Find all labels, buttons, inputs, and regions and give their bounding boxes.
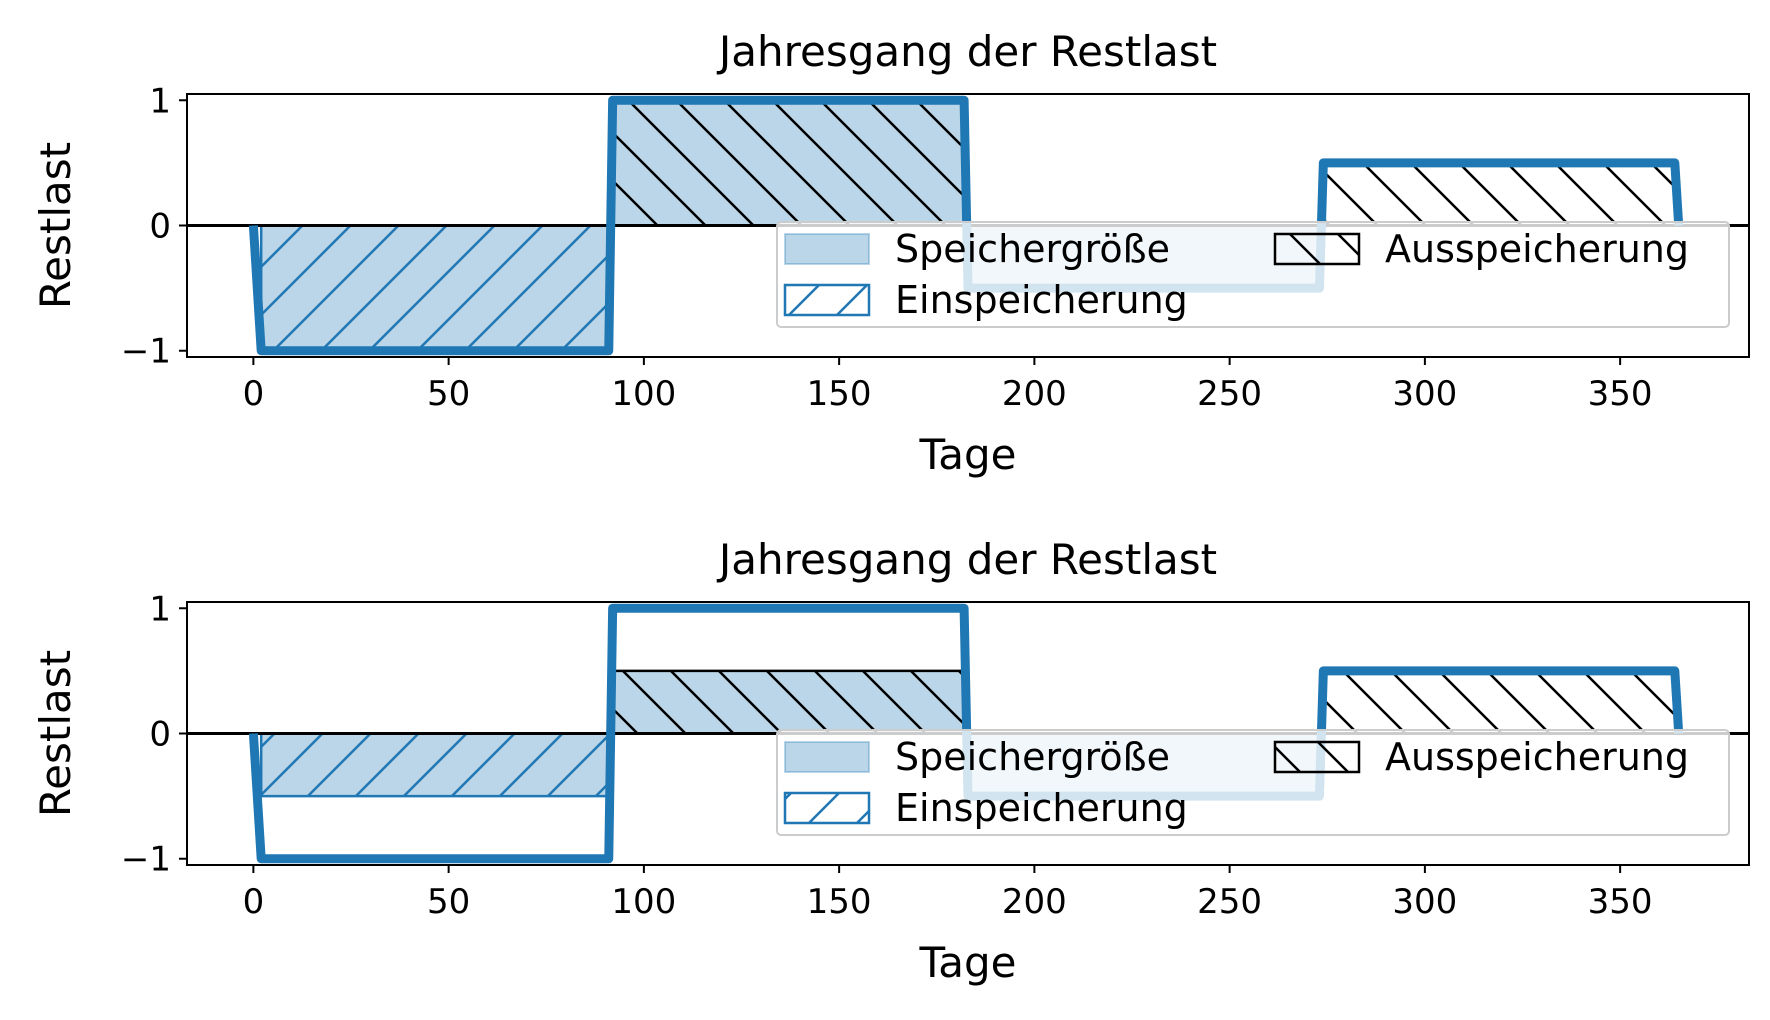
area-einspeicherung-1	[259, 224, 610, 352]
y-tick-label: 1	[149, 81, 171, 121]
area-ausspeicherung-3	[1322, 669, 1681, 735]
legend: Speichergröße Einspeicherung Ausspeicherun…	[776, 729, 1730, 836]
x-tick-label: 200	[1002, 882, 1067, 922]
x-tick-label: 0	[243, 882, 265, 922]
x-axis-label: Tage	[919, 430, 1017, 479]
chart-title: Jahresgang der Restlast	[716, 27, 1217, 76]
legend-swatch-speichergroesse	[784, 741, 870, 773]
area-ausspeicherung-2	[611, 99, 966, 227]
x-tick-label: 350	[1588, 882, 1653, 922]
chart-panel-bottom: 0 50 100 150 200 250 300 350 −1 0 1 Jahresgang der …	[31, 535, 1750, 987]
x-tick-label: 150	[807, 374, 872, 414]
x-tick-label: 0	[243, 374, 265, 414]
x-tick-label: 50	[427, 374, 470, 414]
x-tick-label: 300	[1392, 882, 1457, 922]
x-tick-label: 200	[1002, 374, 1067, 414]
x-tick-label: 300	[1392, 374, 1457, 414]
legend-box	[776, 729, 1730, 836]
area-ausspeicherung-3	[1322, 161, 1681, 227]
area-ausspeicherung-2	[611, 669, 966, 735]
legend-label-speichergroesse: Speichergröße	[895, 227, 1170, 271]
legend-swatch-einspeicherung	[783, 283, 871, 317]
y-tick-label: −1	[121, 840, 171, 880]
x-tick-label: 250	[1197, 882, 1262, 922]
legend-label-ausspeicherung: Ausspeicherung	[1385, 227, 1689, 271]
legend-box	[776, 221, 1730, 328]
x-tick-label: 100	[611, 374, 676, 414]
legend-swatch-ausspeicherung	[1273, 232, 1361, 266]
legend-label-speichergroesse: Speichergröße	[895, 735, 1170, 779]
x-tick-label: 350	[1588, 374, 1653, 414]
legend-label-einspeicherung: Einspeicherung	[895, 786, 1188, 830]
legend: Speichergröße Einspeicherung Ausspeicherun…	[776, 221, 1730, 328]
chart-title: Jahresgang der Restlast	[716, 535, 1217, 584]
x-tick-label: 100	[611, 882, 676, 922]
legend-label-einspeicherung: Einspeicherung	[895, 278, 1188, 322]
y-tick-label: −1	[121, 332, 171, 372]
x-tick-label: 250	[1197, 374, 1262, 414]
x-axis-label: Tage	[919, 938, 1017, 987]
series-line-restlast	[248, 603, 1684, 864]
series-line-restlast	[248, 95, 1684, 356]
legend-swatch-speichergroesse	[784, 233, 870, 265]
x-tick-label: 150	[807, 882, 872, 922]
x-tick-label: 50	[427, 882, 470, 922]
legend-swatch-einspeicherung	[783, 791, 871, 825]
y-axis-label: Restlast	[31, 142, 80, 309]
legend-label-ausspeicherung: Ausspeicherung	[1385, 735, 1689, 779]
legend-swatch-ausspeicherung	[1273, 740, 1361, 774]
y-tick-label: 1	[149, 589, 171, 629]
y-tick-label: 0	[149, 207, 171, 247]
chart-panel-top: 0 50 100 150 200 250 300 350 −1 0 1 Jahresgang der …	[31, 27, 1750, 479]
y-tick-label: 0	[149, 715, 171, 755]
y-axis-label: Restlast	[31, 650, 80, 817]
area-einspeicherung-1	[259, 732, 610, 798]
